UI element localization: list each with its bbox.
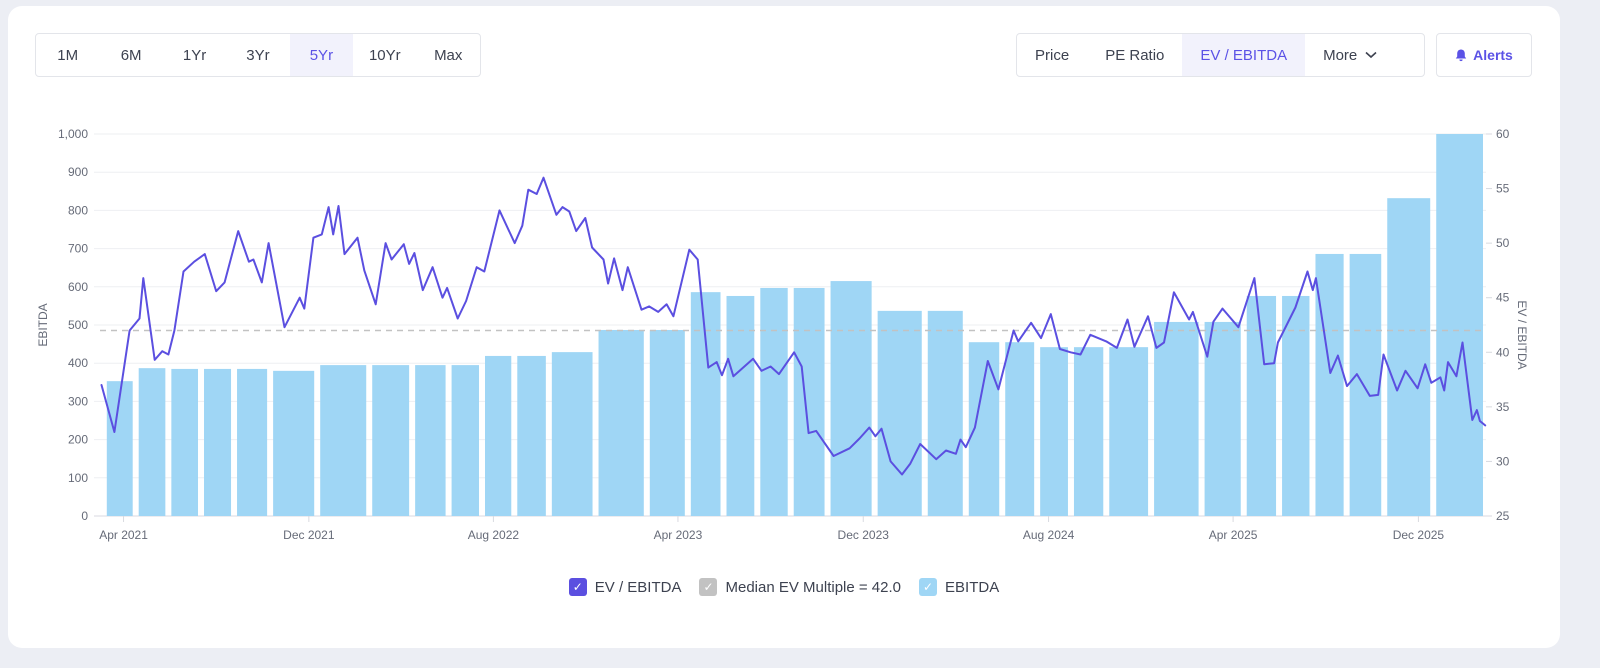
ebitda-bar [760,287,788,516]
y-left-tick-label: 500 [68,318,88,332]
y-right-tick-label: 55 [1496,182,1510,196]
y-left-tick-label: 800 [68,203,88,217]
y-right-tick-label: 30 [1496,454,1510,468]
ebitda-bar [927,310,963,516]
ebitda-bar [726,295,755,516]
ebitda-bar [415,365,446,516]
metric-more-dropdown[interactable]: More [1305,34,1395,76]
bell-icon [1455,49,1467,61]
range-3yr[interactable]: 3Yr [246,46,270,64]
y-left-tick-label: 600 [68,280,88,294]
ebitda-bar [372,365,410,516]
legend-median[interactable]: ✓ Median EV Multiple = 42.0 [699,578,901,596]
ebitda-bar [273,370,315,516]
ebitda-bar [649,329,685,516]
ebitda-bar [1005,342,1035,516]
ebitda-bar [1109,347,1149,516]
y-right-tick-label: 40 [1496,345,1510,359]
ebitda-bar [1246,295,1277,516]
range-1m[interactable]: 1M [57,46,79,64]
x-tick-label: Dec 2021 [283,528,335,542]
ebitda-bar [517,355,546,516]
time-range-selector: 1M 6M 1Yr 3Yr 5Yr 10Yr Max [35,33,481,77]
x-tick-label: Aug 2022 [468,528,520,542]
ebitda-bar [1154,321,1199,516]
y-right-tick-label: 50 [1496,236,1510,250]
y-left-tick-label: 200 [68,433,88,447]
ebitda-bar [877,310,922,516]
ebitda-bar [204,368,232,516]
checkbox-checked-icon: ✓ [919,578,938,596]
ebitda-bar [1204,321,1241,516]
range-6m[interactable]: 6M [120,46,142,64]
legend-label: EBITDA [945,578,1000,596]
ebitda-bar [1040,347,1068,516]
y-right-axis-title: EV / EBITDA [1515,300,1529,369]
checkbox-checked-icon: ✓ [699,578,718,596]
y-left-tick-label: 400 [68,356,88,370]
ebitda-bar [598,329,644,516]
alerts-button[interactable]: Alerts [1436,33,1532,77]
x-tick-label: Dec 2023 [838,528,890,542]
alerts-label: Alerts [1473,47,1513,63]
checkbox-checked-icon: ✓ [568,578,587,596]
y-right-tick-label: 25 [1496,509,1510,523]
legend-label: Median EV Multiple = 42.0 [725,578,902,596]
y-left-tick-label: 300 [68,394,88,408]
ebitda-bar [485,355,512,516]
ev-ebitda-line [100,176,1487,476]
ebitda-bar [1436,134,1483,516]
range-5yr[interactable]: 5Yr [289,34,354,76]
y-left-tick-label: 900 [68,165,88,179]
y-right-tick-label: 60 [1496,127,1510,141]
legend-ev-ebitda[interactable]: ✓ EV / EBITDA [568,578,682,596]
chart-legend: ✓ EV / EBITDA ✓ Median EV Multiple = 42.… [0,578,1568,596]
x-tick-label: Aug 2024 [1023,528,1075,542]
metric-ev-ebitda[interactable]: EV / EBITDA [1182,34,1306,76]
ebitda-bar [1073,347,1104,516]
range-10yr[interactable]: 10Yr [368,46,401,64]
y-left-axis-title: EBITDA [36,303,50,346]
legend-label: EV / EBITDA [594,578,682,596]
ebitda-bar [830,281,872,516]
ebitda-bar [551,352,593,516]
more-label: More [1323,46,1358,64]
ebitda-bar [171,368,199,516]
range-max[interactable]: Max [434,46,463,64]
metric-price[interactable]: Price [1035,46,1070,64]
ebitda-bar [320,365,367,516]
range-1yr[interactable]: 1Yr [182,46,207,64]
y-left-tick-label: 0 [81,509,88,523]
ebitda-bar [1387,198,1431,516]
y-left-tick-label: 100 [68,471,88,485]
x-tick-label: Apr 2021 [99,528,148,542]
metric-selector: Price PE Ratio EV / EBITDA More [1016,33,1425,77]
y-left-tick-label: 1,000 [58,127,88,141]
x-tick-label: Dec 2025 [1393,528,1445,542]
y-left-tick-label: 700 [68,242,88,256]
ebitda-bar [690,292,721,516]
ebitda-bar [138,368,166,516]
x-tick-label: Apr 2023 [654,528,703,542]
ebitda-bar [451,365,480,516]
x-tick-label: Apr 2025 [1209,528,1258,542]
y-right-tick-label: 45 [1496,291,1510,305]
ebitda-bar [793,287,825,516]
ebitda-bar [106,381,133,516]
chevron-down-icon [1365,51,1377,59]
metric-pe-ratio[interactable]: PE Ratio [1105,46,1165,64]
legend-ebitda[interactable]: ✓ EBITDA [919,578,999,596]
y-right-tick-label: 35 [1496,400,1510,414]
ebitda-bar [1315,253,1344,516]
ebitda-bar [1349,253,1382,516]
ebitda-bar [237,368,268,516]
ebitda-bar [1282,295,1310,516]
